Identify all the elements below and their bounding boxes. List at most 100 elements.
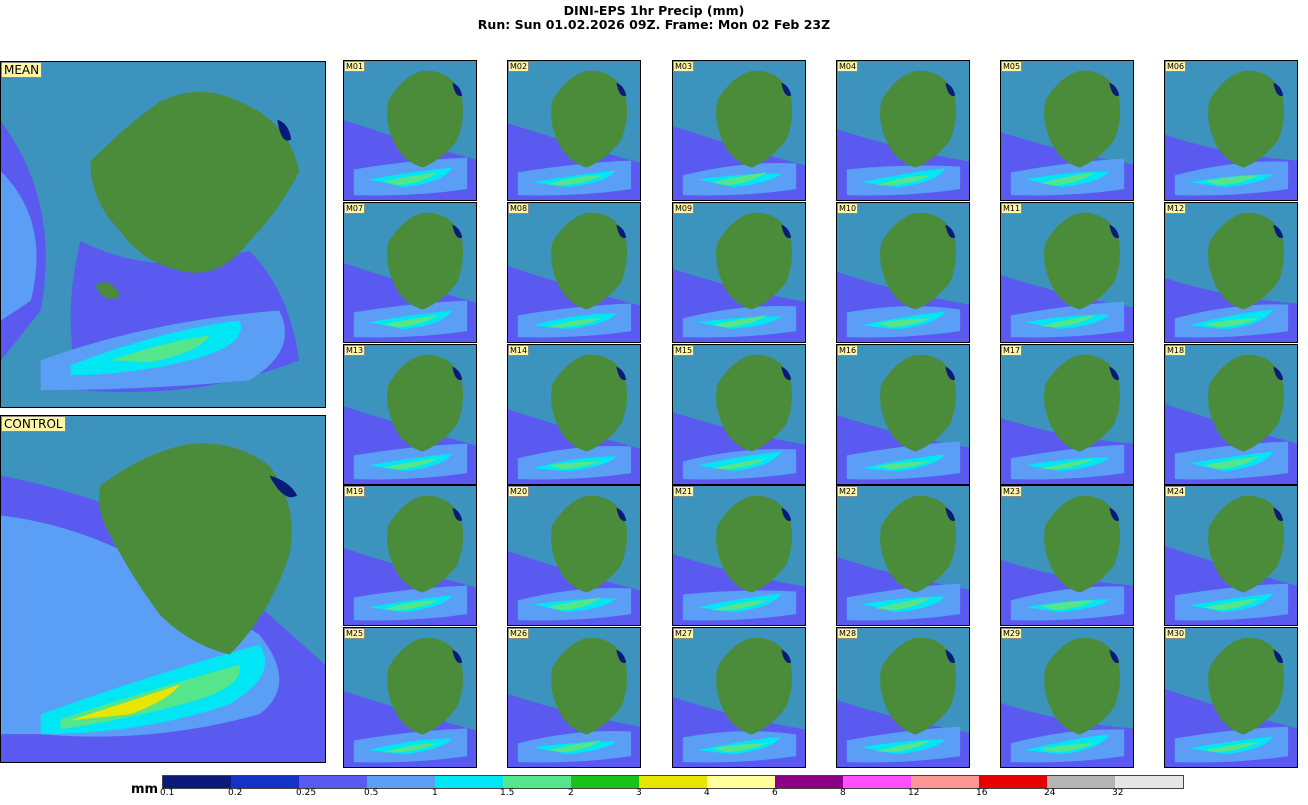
member-label: M13	[344, 345, 366, 356]
member-map	[1165, 70, 1297, 200]
colorbar-segment	[911, 776, 979, 788]
member-map	[508, 637, 640, 767]
member-map	[673, 70, 805, 200]
colorbar-tick-label: 0.1	[160, 788, 175, 798]
member-label: M25	[344, 628, 366, 639]
member-panel: M23	[1000, 485, 1134, 626]
member-map	[1001, 637, 1133, 767]
member-label: M22	[837, 486, 859, 497]
member-label: M30	[1165, 628, 1187, 639]
member-map	[1165, 495, 1297, 625]
member-map	[344, 70, 476, 200]
colorbar-segment	[843, 776, 911, 788]
colorbar-tick-label: 16	[976, 788, 988, 798]
member-label: M01	[344, 61, 366, 72]
member-label: M27	[673, 628, 695, 639]
colorbar-tick-label: 0.25	[296, 788, 317, 798]
member-map	[1165, 354, 1297, 484]
member-map	[1165, 212, 1297, 342]
member-label: M07	[344, 203, 366, 214]
member-map	[673, 637, 805, 767]
member-label: M11	[1001, 203, 1023, 214]
member-map	[673, 354, 805, 484]
member-label: M06	[1165, 61, 1187, 72]
member-label: M08	[508, 203, 530, 214]
member-panel: M22	[836, 485, 970, 626]
colorbar-segment	[503, 776, 571, 788]
colorbar-tick-label: 1	[432, 788, 438, 798]
member-label: M21	[673, 486, 695, 497]
member-panel: M11	[1000, 202, 1134, 343]
member-map	[1001, 495, 1133, 625]
mean-map	[1, 91, 300, 393]
panel-label-control: CONTROL	[1, 416, 66, 432]
member-label: M19	[344, 486, 366, 497]
colorbar-segment	[299, 776, 367, 788]
member-panel: M21	[672, 485, 806, 626]
member-label: M12	[1165, 203, 1187, 214]
member-label: M02	[508, 61, 530, 72]
member-label: M17	[1001, 345, 1023, 356]
colorbar-segment	[435, 776, 503, 788]
colorbar-tick-label: 24	[1044, 788, 1056, 798]
colorbar-unit: mm	[131, 782, 159, 797]
control-map	[1, 443, 325, 762]
member-panel: M07	[343, 202, 477, 343]
member-panel: M06	[1164, 60, 1298, 201]
colorbar-segment	[707, 776, 775, 788]
member-panel: M26	[507, 627, 641, 768]
member-map	[673, 495, 805, 625]
colorbar-segment	[571, 776, 639, 788]
member-label: M26	[508, 628, 530, 639]
member-panel: M15	[672, 344, 806, 485]
member-label: M15	[673, 345, 695, 356]
title-line-2: Run: Sun 01.02.2026 09Z. Frame: Mon 02 F…	[477, 17, 831, 32]
member-panel: M01	[343, 60, 477, 201]
member-label: M09	[673, 203, 695, 214]
member-map	[344, 495, 476, 625]
colorbar-segment	[639, 776, 707, 788]
control-panel: CONTROL	[0, 415, 326, 763]
member-label: M14	[508, 345, 530, 356]
member-map	[508, 495, 640, 625]
member-map	[837, 70, 969, 200]
member-panel: M29	[1000, 627, 1134, 768]
colorbar-tick-label: 0.5	[364, 788, 379, 798]
figure-title: DINI-EPS 1hr Precip (mm) Run: Sun 01.02.…	[0, 4, 1308, 32]
colorbar-tick-label: 6	[772, 788, 778, 798]
member-panel: M13	[343, 344, 477, 485]
member-map	[344, 212, 476, 342]
colorbar	[162, 775, 1184, 789]
colorbar-segment	[775, 776, 843, 788]
member-map	[1001, 212, 1133, 342]
member-panel: M28	[836, 627, 970, 768]
member-panel: M24	[1164, 485, 1298, 626]
member-panel: M19	[343, 485, 477, 626]
title-line-1: DINI-EPS 1hr Precip (mm)	[563, 3, 745, 18]
colorbar-tick-label: 4	[704, 788, 710, 798]
mean-panel: MEAN	[0, 61, 326, 408]
member-panel: M14	[507, 344, 641, 485]
member-label: M28	[837, 628, 859, 639]
member-panel: M04	[836, 60, 970, 201]
member-label: M16	[837, 345, 859, 356]
member-label: M20	[508, 486, 530, 497]
member-label: M10	[837, 203, 859, 214]
member-panel: M30	[1164, 627, 1298, 768]
colorbar-tick-label: 1.5	[500, 788, 515, 798]
colorbar-segment	[1115, 776, 1183, 788]
colorbar-segment	[367, 776, 435, 788]
member-map	[837, 637, 969, 767]
member-label: M18	[1165, 345, 1187, 356]
colorbar-segment	[163, 776, 231, 788]
member-map	[673, 212, 805, 342]
member-label: M23	[1001, 486, 1023, 497]
colorbar-tick-label: 2	[568, 788, 574, 798]
panel-label-mean: MEAN	[1, 62, 43, 78]
member-panel: M25	[343, 627, 477, 768]
member-panel: M08	[507, 202, 641, 343]
member-panel: M02	[507, 60, 641, 201]
colorbar-segment	[979, 776, 1047, 788]
member-map	[1165, 637, 1297, 767]
member-label: M04	[837, 61, 859, 72]
